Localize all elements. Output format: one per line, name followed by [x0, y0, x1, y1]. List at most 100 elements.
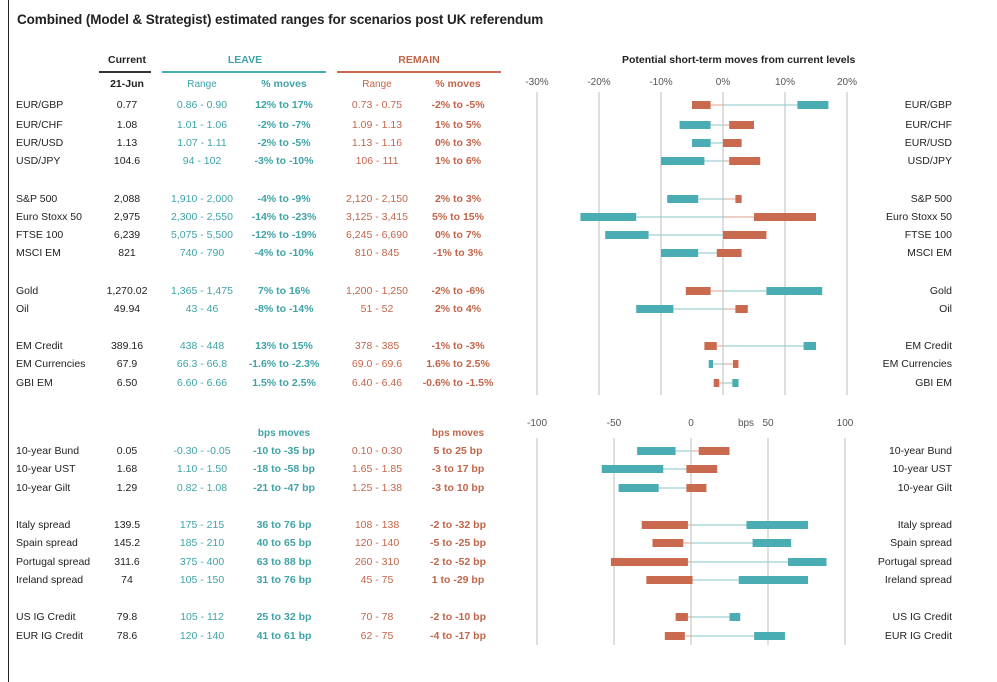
remain-move: -3 to 17 bp: [431, 463, 485, 475]
current-value: 104.6: [113, 155, 141, 167]
remain-bar: [686, 465, 718, 473]
remain-move: -1% to 3%: [433, 247, 483, 259]
current-value: 78.6: [116, 630, 138, 642]
remain-move: 5% to 15%: [432, 211, 484, 223]
remain-move: 2% to 4%: [434, 303, 482, 315]
leave-move: 25 to 32 bp: [256, 611, 312, 623]
leave-bar: [732, 379, 739, 387]
chart-row-label: Spain spread: [890, 537, 952, 549]
chart-row-label: EUR/USD: [904, 137, 952, 149]
remain-move: 5 to 25 bp: [433, 445, 483, 457]
remain-bar: [723, 231, 767, 239]
row-label: Euro Stoxx 50: [16, 211, 82, 223]
chart-row-label: Euro Stoxx 50: [886, 211, 952, 223]
chart-row-label: MSCI EM: [907, 247, 952, 259]
current-value: 2,088: [113, 193, 141, 205]
current-value: 0.05: [116, 445, 138, 457]
row-label: Ireland spread: [16, 574, 84, 586]
row-label: Portugal spread: [16, 556, 91, 568]
remain-move: -4 to -17 bp: [429, 630, 486, 642]
leave-move: -10 to -35 bp: [253, 445, 315, 457]
chart-title: Potential short-term moves from current …: [622, 54, 856, 66]
remain-move: -1% to -3%: [431, 340, 485, 352]
leave-move: -14% to -23%: [251, 211, 317, 223]
date-header: 21-Jun: [110, 78, 144, 90]
remain-bar: [692, 101, 711, 109]
remain-bar: [729, 121, 754, 129]
current-value: 821: [118, 247, 136, 259]
remain-range: 0.10 - 0.30: [351, 445, 403, 457]
leave-move: -1.6% to -2.3%: [248, 358, 320, 370]
chart-row-label: EM Credit: [905, 340, 952, 352]
leave-bar: [797, 101, 829, 109]
remain-move: -2 to -52 bp: [429, 556, 486, 568]
axis-tick-label: 0%: [715, 77, 731, 88]
leave-underline: [162, 71, 326, 73]
remain-range-header: Range: [362, 79, 392, 90]
leave-move: 1.5% to 2.5%: [252, 377, 316, 389]
leave-move: -8% to -14%: [254, 303, 314, 315]
current-value: 1.08: [116, 119, 138, 131]
leave-range: 94 - 102: [182, 155, 222, 167]
row-label: GBI EM: [16, 377, 53, 389]
leave-range: 1.10 - 1.50: [176, 463, 228, 475]
remain-range: 1.25 - 1.38: [351, 482, 403, 494]
remain-range: 1,200 - 1,250: [346, 285, 408, 297]
leave-range: 66.3 - 66.8: [176, 358, 228, 370]
remain-move: -2 to -32 bp: [429, 519, 486, 531]
remain-range: 62 - 75: [360, 630, 394, 642]
chart-row-label: Gold: [929, 285, 952, 297]
leave-bar: [667, 195, 699, 203]
left-border: [8, 0, 9, 682]
leave-range: 6.60 - 6.66: [176, 377, 228, 389]
remain-move: -0.6% to -1.5%: [422, 377, 494, 389]
leave-range: 1,365 - 1,475: [171, 285, 233, 297]
remain-move: 1 to -29 bp: [431, 574, 485, 586]
remain-range: 6.40 - 6.46: [351, 377, 403, 389]
current-value: 1.68: [116, 463, 138, 475]
leave-move: -3% to -10%: [254, 155, 314, 167]
chart-row-label: Ireland spread: [884, 574, 952, 586]
row-label: EUR IG Credit: [16, 630, 84, 642]
leave-move: 63 to 88 bp: [256, 556, 312, 568]
axis-tick-label: -30%: [525, 77, 549, 88]
leave-range: 43 - 46: [185, 303, 219, 315]
remain-range: 1.09 - 1.13: [351, 119, 403, 131]
remain-range: 51 - 52: [360, 303, 394, 315]
remain-move: 2% to 3%: [434, 193, 482, 205]
leave-bar: [708, 360, 714, 368]
leave-move: 12% to 17%: [255, 99, 313, 111]
remain-move: 0% to 7%: [434, 229, 482, 241]
remain-range: 1.65 - 1.85: [351, 463, 403, 475]
remain-range: 108 - 138: [354, 519, 400, 531]
axis-tick-label: -100: [526, 418, 547, 429]
leave-range: 375 - 400: [179, 556, 225, 568]
current-underline: [99, 71, 151, 73]
leave-bar: [754, 632, 785, 640]
remain-range: 106 - 111: [355, 155, 399, 167]
leave-bar: [746, 521, 809, 529]
remain-bar: [735, 305, 748, 313]
remain-bar: [704, 342, 717, 350]
row-label: MSCI EM: [16, 247, 61, 259]
current-value: 389.16: [110, 340, 144, 352]
leave-bar: [637, 447, 676, 455]
current-value: 139.5: [113, 519, 141, 531]
chart-row-label: S&P 500: [910, 193, 952, 205]
leave-range: 438 - 448: [179, 340, 225, 352]
row-label: US IG Credit: [16, 611, 76, 623]
current-value: 6,239: [113, 229, 141, 241]
leave-range: 175 - 215: [179, 519, 225, 531]
leave-bar: [618, 484, 659, 492]
remain-bar: [735, 195, 742, 203]
remain-bar: [685, 287, 711, 295]
remain-range: 45 - 75: [360, 574, 394, 586]
row-label: Italy spread: [16, 519, 71, 531]
leave-range: 185 - 210: [179, 537, 225, 549]
row-label: EM Credit: [16, 340, 63, 352]
leave-move: -4% to -9%: [257, 193, 311, 205]
leave-range: 1.01 - 1.06: [176, 119, 228, 131]
remain-underline: [337, 71, 501, 73]
current-value: 0.77: [116, 99, 138, 111]
